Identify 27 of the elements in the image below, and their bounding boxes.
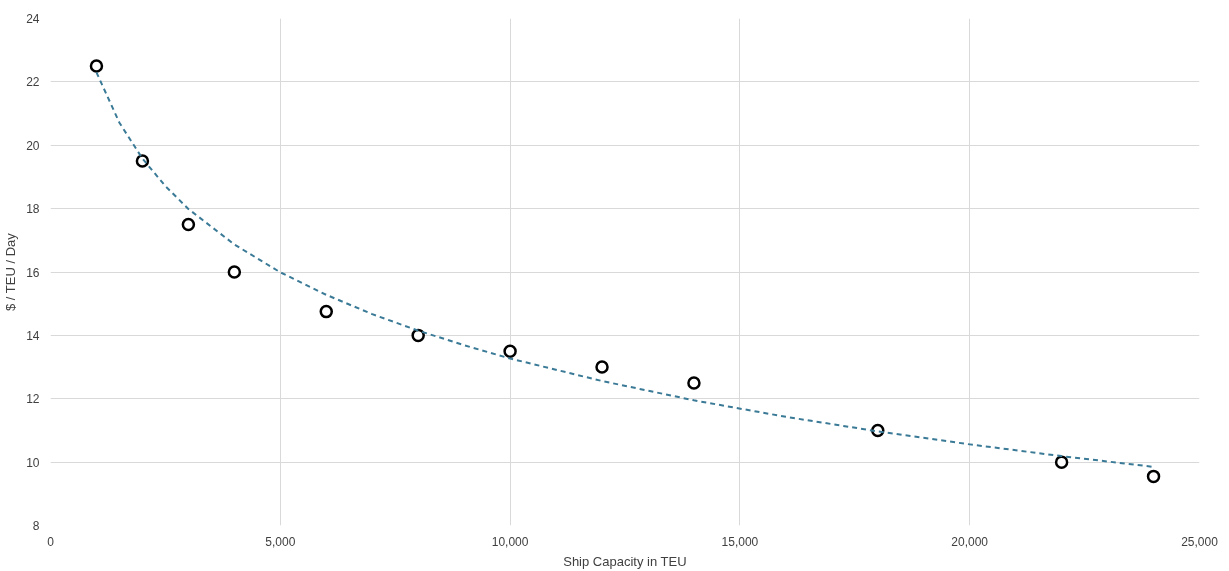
x-tick-label: 15,000 (721, 534, 759, 549)
point (227, 265, 242, 279)
y-axis-title: $ / TEU / Day (3, 232, 19, 312)
point (503, 344, 517, 358)
point (411, 328, 425, 343)
point (1146, 469, 1161, 484)
x-tick-label: 0 (47, 534, 55, 549)
point (319, 304, 334, 319)
point (1054, 455, 1069, 469)
x-tick-label: 5,000 (265, 534, 296, 549)
y-tick-label: 12 (26, 392, 40, 407)
y-tick-label: 14 (26, 328, 40, 343)
y-tick-label: 10 (26, 455, 40, 470)
point (687, 376, 701, 390)
y-tick-label: 24 (26, 12, 40, 26)
y-tick-label: 8 (32, 519, 40, 533)
x-tick-label: 10,000 (491, 534, 529, 549)
y-tick-label: 18 (26, 202, 40, 217)
y-tick-label: 20 (26, 138, 40, 153)
x-tick-label: 20,000 (951, 534, 989, 549)
x-axis-title: Ship Capacity in TEU (563, 553, 687, 569)
point (595, 360, 609, 374)
point (89, 59, 104, 73)
point (181, 217, 196, 232)
y-tick-label: 16 (26, 265, 40, 280)
y-tick-label: 22 (26, 75, 40, 90)
x-tick-label: 25,000 (1181, 534, 1219, 549)
